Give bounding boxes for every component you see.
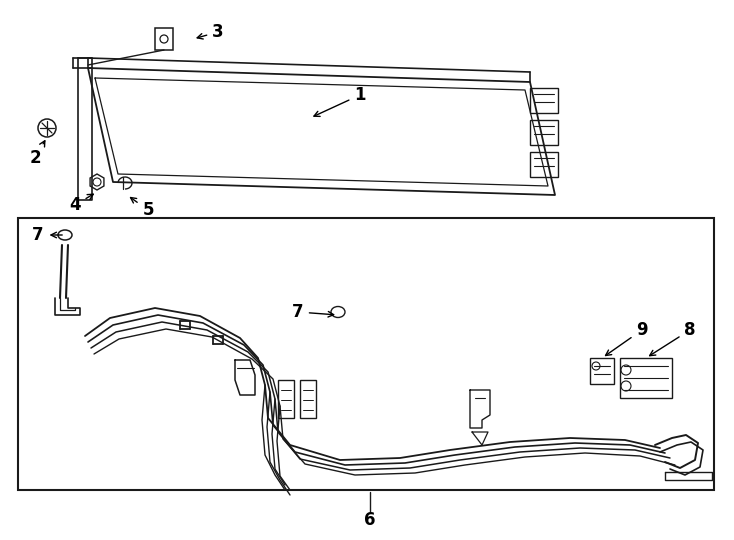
Text: 1: 1	[314, 86, 366, 117]
Bar	[300, 380, 316, 418]
Text: 9: 9	[606, 321, 648, 355]
Text: 8: 8	[650, 321, 696, 356]
Text: 5: 5	[131, 198, 153, 219]
Bar	[18, 218, 714, 490]
Text: 4: 4	[69, 194, 93, 214]
Text: 3: 3	[197, 23, 224, 41]
Text: 7: 7	[32, 226, 62, 244]
Bar	[590, 358, 614, 384]
Text: 2: 2	[29, 141, 45, 167]
Text: 7: 7	[292, 303, 334, 321]
Text: 6: 6	[364, 511, 376, 529]
Bar	[620, 358, 672, 398]
Bar	[278, 380, 294, 418]
Bar	[530, 120, 558, 145]
Bar	[530, 88, 558, 113]
Bar	[155, 28, 173, 50]
Bar	[530, 152, 558, 177]
